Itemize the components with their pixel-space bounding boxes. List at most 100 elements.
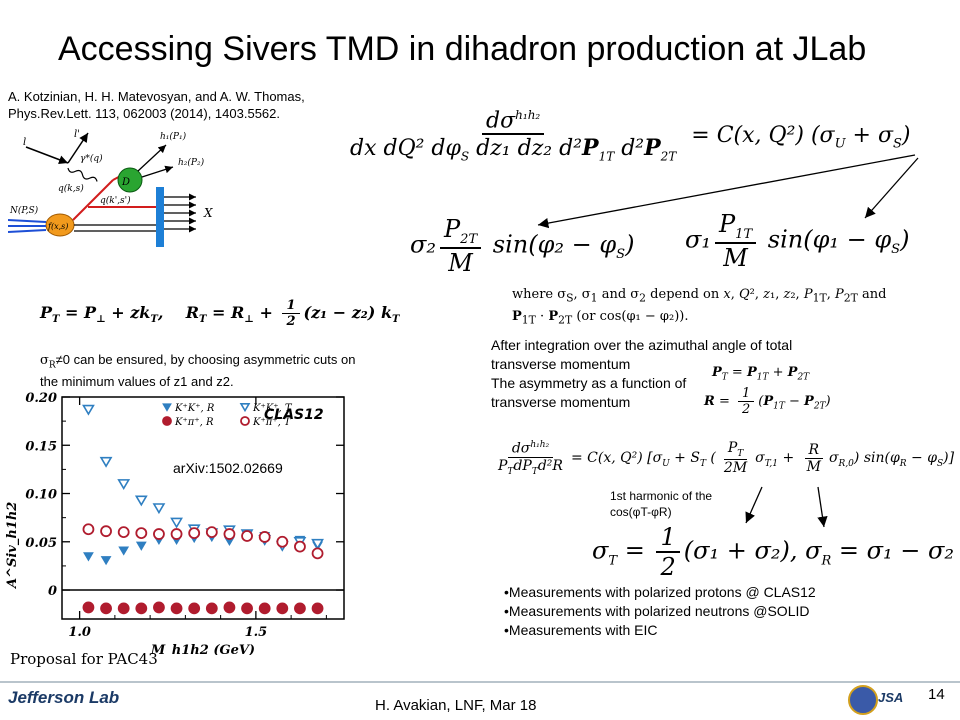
point-kpi-t	[223, 528, 236, 540]
point-kpi-r	[117, 602, 130, 615]
hadron1-label: h₁(P₁)	[160, 131, 187, 142]
lepton-out-line	[67, 132, 89, 164]
point-kpi-t	[205, 526, 218, 539]
point-kpi-t	[100, 525, 112, 538]
integration-text: After integration over the azimuthal ang…	[491, 336, 911, 412]
arrow-to-sigma1	[864, 157, 919, 219]
arrow-to-sigma-t	[745, 486, 763, 524]
integration-text-3: The asymmetry as a function of	[491, 375, 687, 391]
legend-symbol-kpi-r	[162, 416, 172, 426]
point-kk-t	[152, 503, 166, 515]
harmonic-arrows	[745, 486, 828, 528]
point-kk-t	[311, 538, 324, 550]
photon-line	[67, 167, 98, 182]
sigma-r-note-line-1: ≠0 can be ensured, by choosing asymmetri…	[55, 352, 356, 367]
fragmentation-label: D	[121, 177, 130, 188]
point-kk-t	[117, 479, 131, 490]
where-clause: where σS, σ1 and σ2 depend on x, Q², z₁,…	[512, 287, 887, 327]
point-kpi-r	[205, 602, 218, 615]
integration-text-4: transverse momentum	[491, 394, 631, 410]
x-tick-label: 1.0	[68, 625, 91, 640]
point-kpi-t	[135, 527, 148, 539]
reference: A. Kotzinian, H. H. Matevosyan, and A. W…	[8, 88, 388, 122]
x-axis-label: M_h1h2 (GeV)	[150, 643, 255, 655]
legend-entry: K⁺π⁺, R	[174, 417, 214, 428]
nucleon-line-3	[8, 229, 47, 233]
point-kk-t	[99, 456, 113, 468]
measurement-list: •Measurements with polarized protons @ C…	[504, 583, 944, 640]
footer	[0, 681, 960, 720]
point-kpi-r	[153, 601, 165, 614]
arrow-to-sigma2	[537, 154, 916, 229]
point-kpi-t	[117, 526, 130, 539]
r-cross-section-formula: dσh₁h₂ PTdPTd²R = C(x, Q²) [σU + ST (PT 2M σ…	[498, 440, 955, 477]
legend-entry: K⁺K⁺, T	[252, 403, 293, 414]
point-kpi-t	[276, 535, 289, 548]
point-kpi-t	[294, 540, 306, 553]
sigma-r-note: σR≠0 can be ensured, by choosing asymmet…	[40, 352, 460, 390]
point-kpi-r	[82, 601, 95, 614]
sivers-asymmetry-chart: 0 0.05 0.10 0.15 0.20 1.0 1.5 M_h1h2 (GeV) A^Siv…	[5, 391, 345, 655]
clas12-label: CLAS12	[264, 407, 324, 423]
point-kk-r	[118, 546, 130, 556]
x-label: X	[203, 206, 213, 220]
point-kpi-t	[170, 528, 183, 540]
y-axis-label: A^Siv_h1h2	[5, 502, 20, 590]
hadron2-label: h₂(P₂)	[178, 157, 205, 168]
sigma-t-r-formula: σT = 1 2 (σ₁ + σ₂), σR = σ₁ − σ₂	[592, 523, 955, 581]
fragmentation-blob	[117, 167, 143, 193]
point-kpi-t	[153, 528, 165, 540]
y-tick-label: 0.15	[25, 439, 57, 454]
quark-line	[72, 179, 114, 221]
sigma2-term: σ₂ P2T M sin(φ₂ − φS)	[410, 215, 635, 277]
reference-line-1: A. Kotzinian, H. H. Matevosyan, and A. W…	[8, 89, 305, 104]
legend-entry: K⁺π⁺, T	[252, 417, 292, 428]
doe-seal-icon	[848, 685, 878, 715]
point-kpi-r	[223, 601, 236, 614]
point-kk-t	[134, 495, 148, 507]
cross-section-formula: dσh₁h₂ dx dQ² dφS dz₁ dz₂ d²P1T d²P2T = C…	[350, 108, 911, 164]
footer-text: H. Avakian, LNF, Mar 18	[375, 697, 537, 714]
dihadron-diagram: l l' γ*(q) q(k,s) q(k',s') D h₁(P₁) h₂(P…	[8, 129, 213, 247]
legend-symbol-kpi-t	[240, 416, 250, 426]
point-kpi-t	[241, 530, 253, 542]
plot-frame	[61, 396, 345, 620]
y-tick-label: 0	[48, 584, 57, 599]
point-kpi-t	[311, 547, 324, 560]
y-tick-label: 0.10	[25, 488, 57, 503]
point-kpi-r	[170, 602, 183, 615]
integration-text-1: After integration over the azimuthal ang…	[491, 337, 793, 353]
pt-sum-formula: PT = P1T + P2T	[708, 363, 814, 385]
r-formula: R = 1 2 (P1T − P2T)	[704, 386, 831, 417]
harmonic-note-2: cos(φT-φR)	[610, 505, 672, 519]
quark-kprime-label: q(k',s')	[100, 195, 131, 206]
hadron2-line	[141, 165, 174, 178]
point-kpi-t	[258, 531, 271, 543]
lepton-label: l	[23, 137, 26, 148]
harmonic-note-1: 1st harmonic of the	[610, 489, 713, 503]
point-kpi-r	[100, 602, 112, 615]
distribution-label: f(x,s)	[47, 222, 68, 231]
bullet-3: •Measurements with EIC	[504, 622, 658, 638]
page-number: 14	[928, 686, 945, 703]
point-kpi-r	[294, 602, 306, 615]
photon-label: γ*(q)	[80, 153, 103, 164]
hadronization-bar	[156, 187, 164, 247]
point-kpi-r	[276, 602, 289, 615]
y-tick-label: 0.05	[25, 536, 57, 551]
legend-symbol-kk-t	[239, 402, 251, 413]
jefferson-lab-logo: Jefferson Lab	[8, 688, 120, 707]
point-kpi-r	[311, 602, 324, 615]
arrow-to-sigma-r	[817, 486, 828, 528]
lepton-prime-label: l'	[74, 129, 80, 140]
nucleon-label: N(P,S)	[9, 205, 39, 216]
sigma-r-symbol: σR	[40, 353, 56, 371]
legend-entry: K⁺K⁺, R	[174, 403, 215, 414]
pt-rt-definition: PT = P⊥ + zkT, RT = R⊥ + 1 2 (z₁ − z₂) kT	[40, 298, 400, 329]
point-kk-r	[100, 556, 112, 566]
harmonic-note: 1st harmonic of the cos(φT-φR)	[610, 488, 712, 520]
lepton-in-line	[25, 146, 69, 165]
bullet-2: •Measurements with polarized neutrons @S…	[504, 603, 810, 619]
arxiv-label: arXiv:1502.02669	[173, 460, 283, 476]
footer-divider	[0, 681, 960, 683]
